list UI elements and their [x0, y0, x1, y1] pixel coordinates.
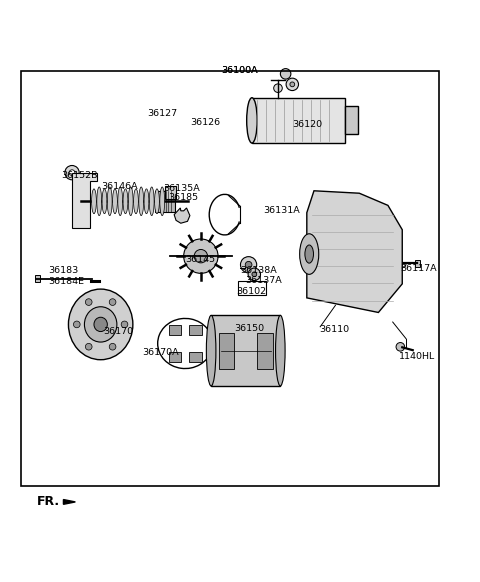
Bar: [168, 325, 181, 335]
Text: 36170: 36170: [103, 327, 133, 336]
Text: 36135A: 36135A: [164, 184, 200, 193]
Circle shape: [274, 84, 282, 93]
Ellipse shape: [206, 315, 216, 386]
Bar: [35, 275, 39, 282]
Text: 36120: 36120: [292, 120, 323, 129]
Bar: [168, 352, 181, 363]
Text: 36137A: 36137A: [245, 276, 282, 285]
Bar: [211, 315, 280, 386]
Ellipse shape: [69, 289, 133, 360]
Ellipse shape: [84, 307, 117, 342]
Polygon shape: [63, 499, 75, 505]
Bar: [257, 332, 273, 369]
Ellipse shape: [97, 187, 102, 215]
Ellipse shape: [108, 187, 112, 215]
Text: 36170A: 36170A: [142, 347, 179, 357]
Ellipse shape: [155, 189, 159, 214]
Bar: [415, 260, 420, 267]
Circle shape: [109, 343, 116, 350]
Text: 36185: 36185: [168, 193, 199, 203]
Polygon shape: [174, 208, 190, 223]
Circle shape: [240, 257, 257, 273]
Circle shape: [290, 82, 295, 87]
Text: 36184E: 36184E: [48, 277, 84, 286]
Text: 1140HL: 1140HL: [398, 352, 435, 361]
Ellipse shape: [92, 189, 96, 214]
Circle shape: [280, 69, 291, 79]
Circle shape: [194, 250, 207, 263]
Ellipse shape: [144, 189, 149, 214]
Text: 36110: 36110: [319, 325, 349, 333]
Circle shape: [252, 272, 257, 276]
Circle shape: [85, 299, 92, 306]
Circle shape: [85, 343, 92, 350]
Ellipse shape: [113, 189, 117, 214]
Text: 36117A: 36117A: [400, 264, 436, 272]
Ellipse shape: [123, 189, 128, 214]
Bar: [22, 72, 439, 486]
Text: 36138A: 36138A: [240, 266, 277, 275]
Circle shape: [121, 321, 128, 328]
Circle shape: [73, 321, 80, 328]
Ellipse shape: [102, 189, 107, 214]
Circle shape: [65, 165, 79, 180]
Ellipse shape: [94, 317, 108, 332]
Polygon shape: [307, 191, 402, 313]
Text: 36146A: 36146A: [102, 182, 138, 190]
Text: FR.: FR.: [37, 495, 60, 509]
Text: 36126: 36126: [190, 118, 220, 127]
Circle shape: [184, 239, 218, 274]
Bar: [189, 352, 202, 363]
Text: 36100A: 36100A: [222, 66, 258, 74]
Bar: [252, 98, 345, 143]
Bar: [189, 325, 202, 335]
Bar: [165, 186, 176, 200]
Ellipse shape: [149, 187, 154, 215]
Ellipse shape: [300, 234, 319, 274]
Ellipse shape: [128, 187, 133, 215]
Bar: [155, 191, 175, 212]
Circle shape: [248, 268, 261, 281]
Circle shape: [286, 78, 299, 91]
Text: 36150: 36150: [234, 324, 264, 333]
Ellipse shape: [118, 187, 122, 215]
Bar: [219, 332, 234, 369]
Polygon shape: [72, 173, 97, 228]
Text: 36100A: 36100A: [222, 66, 258, 74]
Text: 36102: 36102: [236, 286, 266, 296]
Ellipse shape: [305, 245, 313, 263]
Circle shape: [109, 299, 116, 306]
Circle shape: [69, 170, 75, 176]
Circle shape: [396, 343, 405, 351]
Ellipse shape: [160, 187, 165, 215]
Text: 36152B: 36152B: [61, 171, 97, 180]
Ellipse shape: [276, 315, 285, 386]
Text: 36131A: 36131A: [263, 207, 300, 215]
Ellipse shape: [133, 189, 138, 214]
Ellipse shape: [139, 187, 144, 215]
Bar: [238, 281, 266, 295]
Text: 36145: 36145: [185, 255, 215, 264]
Text: 36127: 36127: [147, 109, 177, 118]
Circle shape: [245, 261, 252, 268]
Text: 36183: 36183: [48, 266, 78, 275]
Ellipse shape: [247, 98, 257, 143]
Bar: [345, 107, 359, 134]
